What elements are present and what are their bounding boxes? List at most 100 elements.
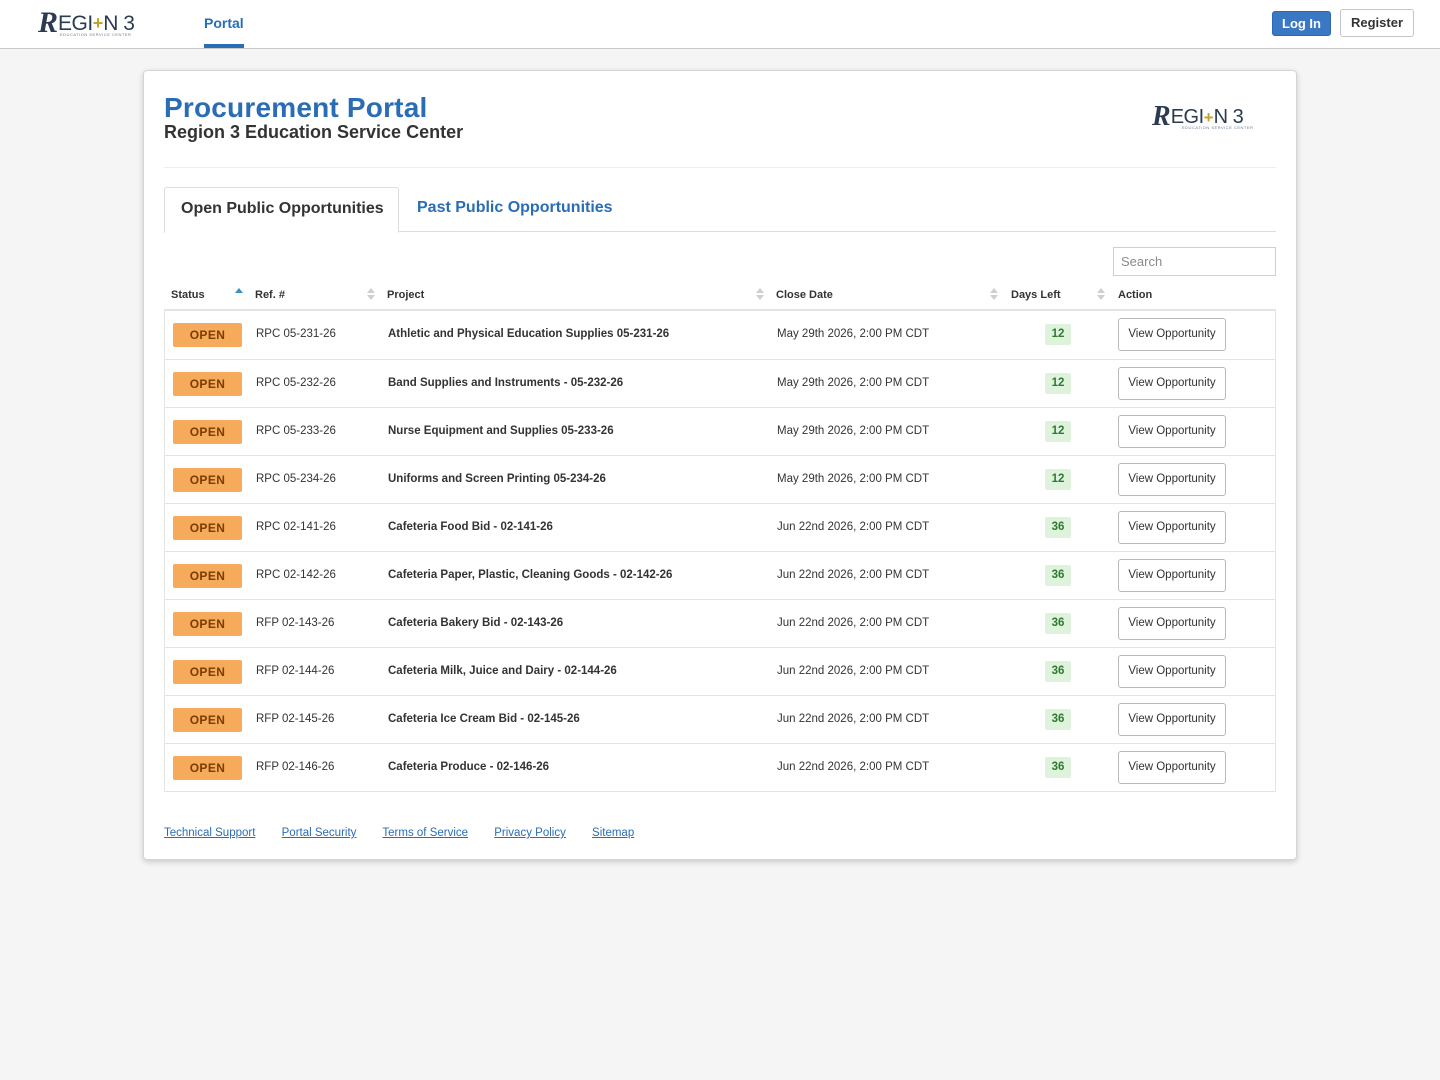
col-header-ref[interactable]: Ref. # [255, 289, 285, 301]
top-navbar: R EGI + N 3 EDUCATION SERVICE CENTER Por… [0, 0, 1440, 49]
project-name: Cafeteria Ice Cream Bid - 02-145-26 [388, 713, 580, 725]
status-badge: OPEN [173, 564, 242, 588]
project-name: Cafeteria Produce - 02-146-26 [388, 761, 550, 773]
footer-link-portal-security[interactable]: Portal Security [281, 827, 357, 839]
view-opportunity-button[interactable]: View Opportunity [1118, 559, 1226, 592]
close-date: Jun 22nd 2026, 2:00 PM CDT [777, 713, 930, 725]
footer-link-sitemap[interactable]: Sitemap [592, 827, 635, 839]
status-badge: OPEN [173, 420, 242, 444]
col-header-close-date[interactable]: Close Date [776, 289, 833, 301]
status-badge: OPEN [173, 468, 242, 492]
project-name: Nurse Equipment and Supplies 05-233-26 [388, 425, 614, 437]
col-header-project[interactable]: Project [387, 289, 425, 301]
days-left-badge: 12 [1045, 373, 1071, 394]
logo-star-icon: + [92, 13, 104, 33]
search-input[interactable] [1113, 247, 1276, 276]
status-badge: OPEN [173, 708, 242, 732]
status-badge: OPEN [173, 516, 242, 540]
register-button[interactable]: Register [1340, 9, 1414, 37]
status-badge: OPEN [173, 612, 242, 636]
footer-link-technical-support[interactable]: Technical Support [164, 827, 256, 839]
col-header-days-left[interactable]: Days Left [1011, 289, 1061, 301]
close-date: May 29th 2026, 2:00 PM CDT [777, 377, 930, 389]
view-opportunity-button[interactable]: View Opportunity [1118, 703, 1226, 736]
table-row: OPEN RFP 02-146-26 Cafeteria Produce - 0… [165, 743, 1275, 791]
status-badge: OPEN [173, 756, 242, 780]
nav-active-indicator [204, 44, 244, 48]
sort-icon[interactable] [990, 287, 998, 301]
project-name: Cafeteria Paper, Plastic, Cleaning Goods… [388, 569, 673, 581]
table-body: OPEN RPC 05-231-26 Athletic and Physical… [164, 311, 1276, 792]
ref-number: RFP 02-145-26 [256, 713, 335, 725]
login-button[interactable]: Log In [1272, 11, 1331, 36]
region3-card-logo: R EGI + N 3 EDUCATION SERVICE CENTER [1152, 101, 1277, 133]
days-left-badge: 12 [1045, 324, 1071, 345]
view-opportunity-button[interactable]: View Opportunity [1118, 415, 1226, 448]
footer-links: Technical Support Portal Security Terms … [164, 827, 657, 839]
ref-number: RPC 05-233-26 [256, 425, 336, 437]
close-date: Jun 22nd 2026, 2:00 PM CDT [777, 665, 930, 677]
close-date: Jun 22nd 2026, 2:00 PM CDT [777, 761, 930, 773]
col-header-status[interactable]: Status [171, 289, 205, 301]
logo-text-part2: N 3 [103, 11, 135, 35]
table-row: OPEN RPC 05-233-26 Nurse Equipment and S… [165, 407, 1275, 455]
close-date: Jun 22nd 2026, 2:00 PM CDT [777, 617, 930, 629]
view-opportunity-button[interactable]: View Opportunity [1118, 511, 1226, 544]
table-row: OPEN RFP 02-145-26 Cafeteria Ice Cream B… [165, 695, 1275, 743]
view-opportunity-button[interactable]: View Opportunity [1118, 463, 1226, 496]
view-opportunity-button[interactable]: View Opportunity [1118, 655, 1226, 688]
tab-open-opportunities[interactable]: Open Public Opportunities [164, 187, 399, 233]
ref-number: RPC 05-231-26 [256, 328, 336, 340]
days-left-badge: 36 [1045, 757, 1071, 778]
sort-icon[interactable] [1097, 287, 1105, 301]
portal-card: Procurement Portal Region 3 Education Se… [143, 70, 1297, 860]
project-name: Cafeteria Food Bid - 02-141-26 [388, 521, 553, 533]
table-header: Status Ref. # Project Close Date Days Le… [164, 279, 1276, 311]
view-opportunity-button[interactable]: View Opportunity [1118, 607, 1226, 640]
days-left-badge: 12 [1045, 469, 1071, 490]
days-left-badge: 36 [1045, 565, 1071, 586]
region3-logo[interactable]: R EGI + N 3 EDUCATION SERVICE CENTER [38, 6, 158, 40]
sort-ascending-icon[interactable] [235, 287, 243, 301]
project-name: Cafeteria Milk, Juice and Dairy - 02-144… [388, 665, 617, 677]
col-header-action: Action [1118, 289, 1153, 301]
ref-number: RFP 02-146-26 [256, 761, 335, 773]
page-subtitle: Region 3 Education Service Center [164, 122, 464, 142]
sort-icon[interactable] [367, 287, 375, 301]
status-badge: OPEN [173, 323, 242, 347]
ref-number: RPC 02-141-26 [256, 521, 336, 533]
status-badge: OPEN [173, 660, 242, 684]
table-row: OPEN RPC 05-231-26 Athletic and Physical… [165, 311, 1275, 359]
ref-number: RPC 05-232-26 [256, 377, 336, 389]
footer-link-terms-of-service[interactable]: Terms of Service [382, 827, 469, 839]
view-opportunity-button[interactable]: View Opportunity [1118, 751, 1226, 784]
tab-past-opportunities[interactable]: Past Public Opportunities [417, 199, 613, 216]
table-row: OPEN RPC 02-142-26 Cafeteria Paper, Plas… [165, 551, 1275, 599]
days-left-badge: 36 [1045, 661, 1071, 682]
logo-text-part1: EGI [1170, 106, 1204, 128]
close-date: May 29th 2026, 2:00 PM CDT [777, 328, 930, 340]
close-date: Jun 22nd 2026, 2:00 PM CDT [777, 521, 930, 533]
logo-text-part2: N 3 [1213, 106, 1244, 128]
view-opportunity-button[interactable]: View Opportunity [1118, 318, 1226, 351]
page-title: Procurement Portal [164, 92, 428, 123]
sort-icon[interactable] [756, 287, 764, 301]
logo-tagline: EDUCATION SERVICE CENTER [60, 32, 132, 37]
project-name: Athletic and Physical Education Supplies… [388, 328, 670, 340]
project-name: Cafeteria Bakery Bid - 02-143-26 [388, 617, 564, 629]
days-left-badge: 36 [1045, 517, 1071, 538]
days-left-badge: 36 [1045, 709, 1071, 730]
view-opportunity-button[interactable]: View Opportunity [1118, 367, 1226, 400]
ref-number: RFP 02-143-26 [256, 617, 335, 629]
logo-star-icon: + [1203, 107, 1214, 127]
tabs-baseline [164, 231, 1276, 232]
table-row: OPEN RPC 02-141-26 Cafeteria Food Bid - … [165, 503, 1275, 551]
nav-portal-link[interactable]: Portal [204, 15, 244, 31]
footer-link-privacy-policy[interactable]: Privacy Policy [494, 827, 566, 839]
table-row: OPEN RFP 02-144-26 Cafeteria Milk, Juice… [165, 647, 1275, 695]
table-row: OPEN RFP 02-143-26 Cafeteria Bakery Bid … [165, 599, 1275, 647]
days-left-badge: 12 [1045, 421, 1071, 442]
table-row: OPEN RPC 05-234-26 Uniforms and Screen P… [165, 455, 1275, 503]
logo-tagline: EDUCATION SERVICE CENTER [1182, 125, 1254, 130]
ref-number: RPC 02-142-26 [256, 569, 336, 581]
